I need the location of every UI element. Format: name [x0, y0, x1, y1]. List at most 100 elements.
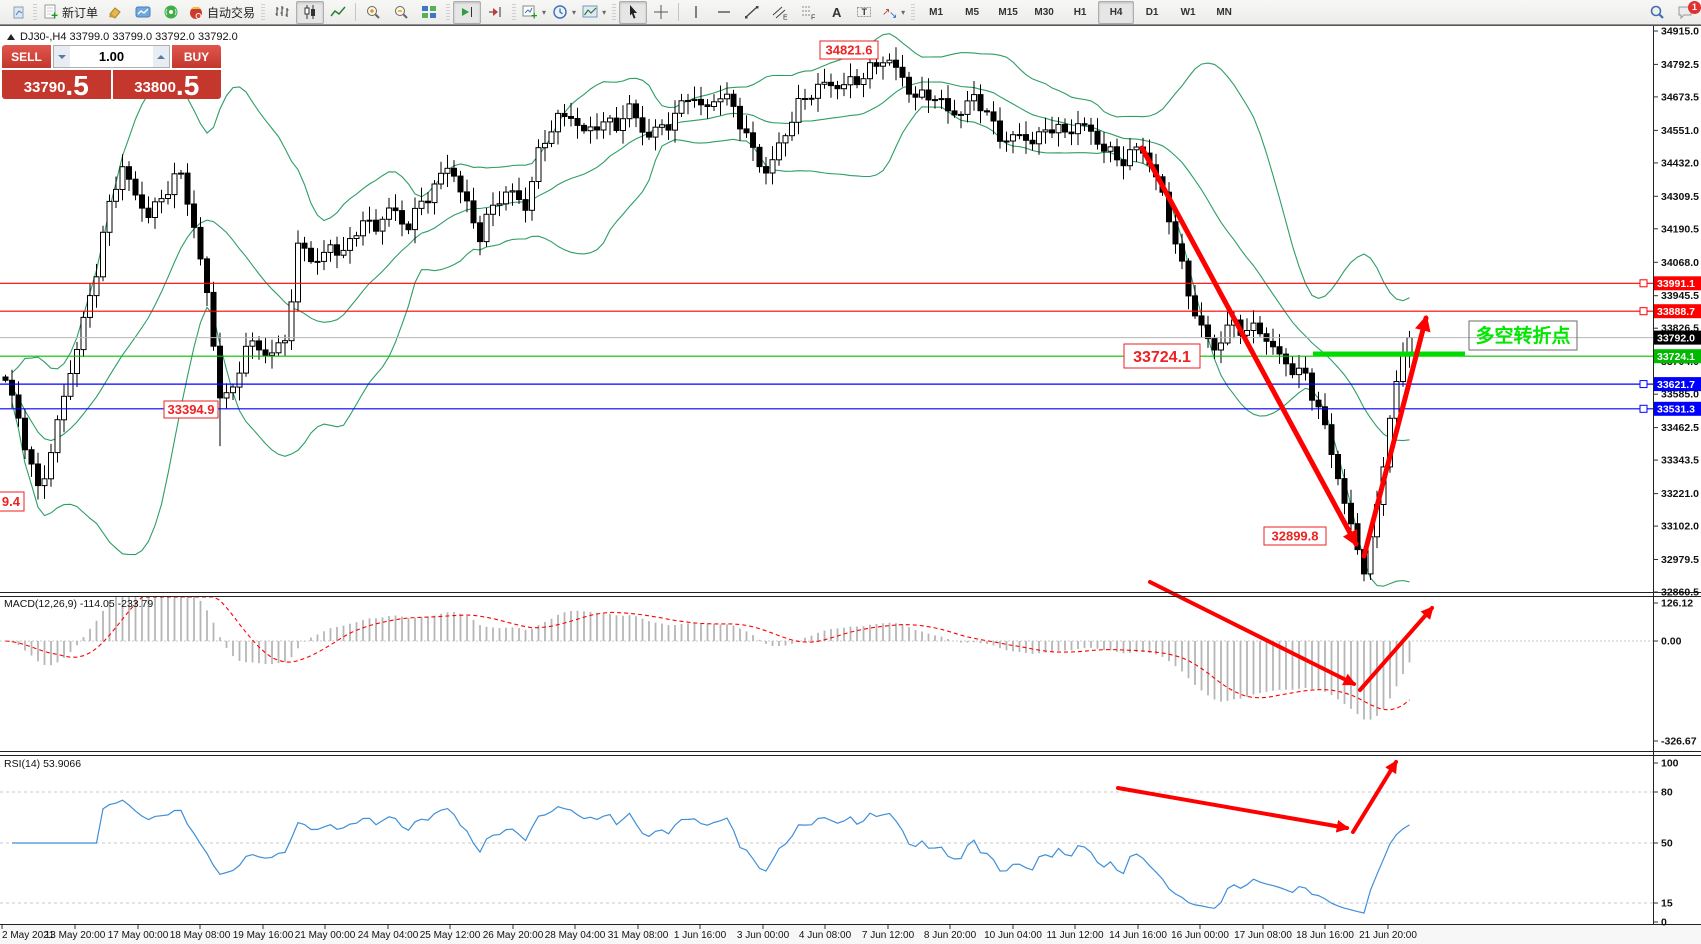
line-handle[interactable]	[1639, 380, 1648, 389]
hline-button[interactable]	[710, 1, 738, 24]
time-tick-label: 28 May 04:00	[545, 930, 606, 941]
tile-windows-button[interactable]	[415, 1, 443, 24]
price-tick-label: 34432.0	[1661, 157, 1699, 169]
time-tick-label: 14 Jun 16:00	[1109, 930, 1167, 941]
time-tick-label: 18 Jun 16:00	[1296, 930, 1354, 941]
timeframe-MN[interactable]: MN	[1216, 6, 1232, 18]
trendline-button[interactable]	[738, 1, 766, 24]
volume-decrease-button[interactable]	[54, 46, 70, 67]
arrows-button[interactable]: ↗ ↘	[878, 1, 908, 24]
volume-increase-button[interactable]	[153, 46, 169, 67]
volume-input[interactable]	[70, 46, 153, 67]
svg-text:A: A	[832, 5, 842, 20]
price-tick-label: 34190.5	[1661, 223, 1699, 235]
price-tick-label: 33462.5	[1661, 422, 1699, 434]
price-annotation-box[interactable]	[163, 400, 219, 419]
eraser-button[interactable]	[101, 1, 129, 24]
annotation-arrow-macd[interactable]	[1148, 580, 1357, 686]
price-annotation-box[interactable]	[1123, 343, 1201, 369]
channel-button[interactable]: E	[766, 1, 794, 24]
timeframe-H1[interactable]: H1	[1073, 6, 1087, 18]
price-tick-label: 34792.5	[1661, 59, 1699, 71]
price-annotation-text: 33724.1	[1133, 349, 1191, 366]
signal-button[interactable]	[157, 1, 185, 24]
zoom-out-button[interactable]	[387, 1, 415, 24]
annotation-arrow-main[interactable]	[1361, 314, 1431, 559]
price-annotation-box[interactable]	[1263, 526, 1327, 546]
fibonacci-button[interactable]: F	[794, 1, 822, 24]
bar-chart-button[interactable]	[268, 1, 296, 24]
chart-shift-button[interactable]	[481, 1, 509, 24]
timeframe-M1[interactable]: M1	[929, 6, 944, 18]
indicator-tick-label: 100	[1661, 758, 1679, 770]
label-button[interactable]: T	[850, 1, 878, 24]
time-tick-label: 10 Jun 04:00	[984, 930, 1042, 941]
svg-text:T: T	[862, 7, 868, 17]
price-annotation-box[interactable]	[0, 491, 25, 512]
sell-price[interactable]: 33790.5	[2, 70, 111, 100]
price-annotation-box[interactable]	[819, 40, 879, 60]
zoom-in-button[interactable]	[359, 1, 387, 24]
sell-button[interactable]: SELL	[2, 45, 51, 68]
rsi-panel-content	[0, 791, 1653, 914]
turning-point-box[interactable]	[1468, 320, 1578, 351]
toolbar-grip	[612, 4, 617, 20]
alerts-button[interactable]: 1	[1671, 0, 1701, 24]
volume-control	[53, 45, 170, 68]
timeframe-H4[interactable]: H4	[1098, 0, 1135, 24]
candlestick-button[interactable]	[296, 0, 325, 24]
search-button[interactable]	[1643, 1, 1671, 24]
new-order-button[interactable]: + 新订单	[40, 1, 101, 24]
periods-clock-button[interactable]	[549, 1, 579, 24]
buy-button[interactable]: BUY	[172, 45, 221, 68]
line-handle[interactable]	[1639, 279, 1648, 288]
vline-icon	[688, 4, 704, 20]
level-price-tag	[1654, 330, 1701, 345]
line-handle[interactable]	[1639, 307, 1648, 316]
search-icon	[1649, 4, 1665, 20]
line-handle[interactable]	[1639, 404, 1648, 413]
macd-signal-line	[5, 597, 1410, 711]
annotation-arrow-rsi[interactable]	[1116, 786, 1350, 833]
one-click-trading-panel: SELL BUY 33790.5 33800.5	[2, 45, 221, 100]
new-chart-button[interactable]: +	[519, 1, 549, 24]
hline-icon	[716, 4, 732, 20]
timeframe-M15[interactable]: M15	[998, 6, 1018, 18]
time-tick-label: 31 May 08:00	[608, 930, 669, 941]
timeframe-D1[interactable]: D1	[1145, 6, 1159, 18]
text-button[interactable]: A	[822, 1, 850, 24]
autotrade-icon	[188, 4, 204, 20]
fibonacci-icon: F	[800, 4, 816, 20]
one-click-collapse-arrow[interactable]	[7, 34, 15, 40]
annotation-arrow-macd[interactable]	[1358, 606, 1434, 692]
timeframe-M5[interactable]: M5	[965, 6, 980, 18]
indicator-tick-label: 80	[1661, 787, 1673, 799]
toolbar-grip	[512, 4, 517, 20]
time-axis[interactable]	[0, 925, 1701, 944]
vline-button[interactable]	[682, 1, 710, 24]
price-annotation-text: 9.4	[2, 494, 21, 509]
autotrade-button[interactable]: 自动交易	[185, 1, 258, 24]
zoom-out-icon	[393, 4, 409, 20]
buy-price[interactable]: 33800.5	[112, 70, 221, 100]
price-axis[interactable]	[1654, 26, 1701, 924]
line-chart-button[interactable]	[324, 1, 352, 24]
annotation-arrow-rsi[interactable]	[1351, 759, 1398, 834]
annotation-arrow-main[interactable]	[1139, 145, 1359, 547]
toolbar-grip	[446, 4, 451, 20]
timeframe-W1[interactable]: W1	[1180, 6, 1196, 18]
auto-scroll-button[interactable]	[453, 0, 482, 24]
cursor-button[interactable]	[619, 0, 648, 24]
level-price-tag-text: 33888.7	[1657, 306, 1695, 318]
crosshair-button[interactable]	[647, 1, 675, 24]
time-tick-label: 26 May 20:00	[483, 930, 544, 941]
level-price-tag-text: 33531.3	[1657, 404, 1695, 416]
svg-text:+: +	[51, 9, 58, 21]
chart-fragment-button[interactable]	[2, 1, 30, 24]
time-tick-label: 25 May 12:00	[420, 930, 481, 941]
chart-cloud-button[interactable]	[129, 1, 157, 24]
price-tick-label: 34673.5	[1661, 91, 1699, 103]
timeframe-M30[interactable]: M30	[1034, 6, 1054, 18]
templates-button[interactable]	[579, 1, 609, 24]
